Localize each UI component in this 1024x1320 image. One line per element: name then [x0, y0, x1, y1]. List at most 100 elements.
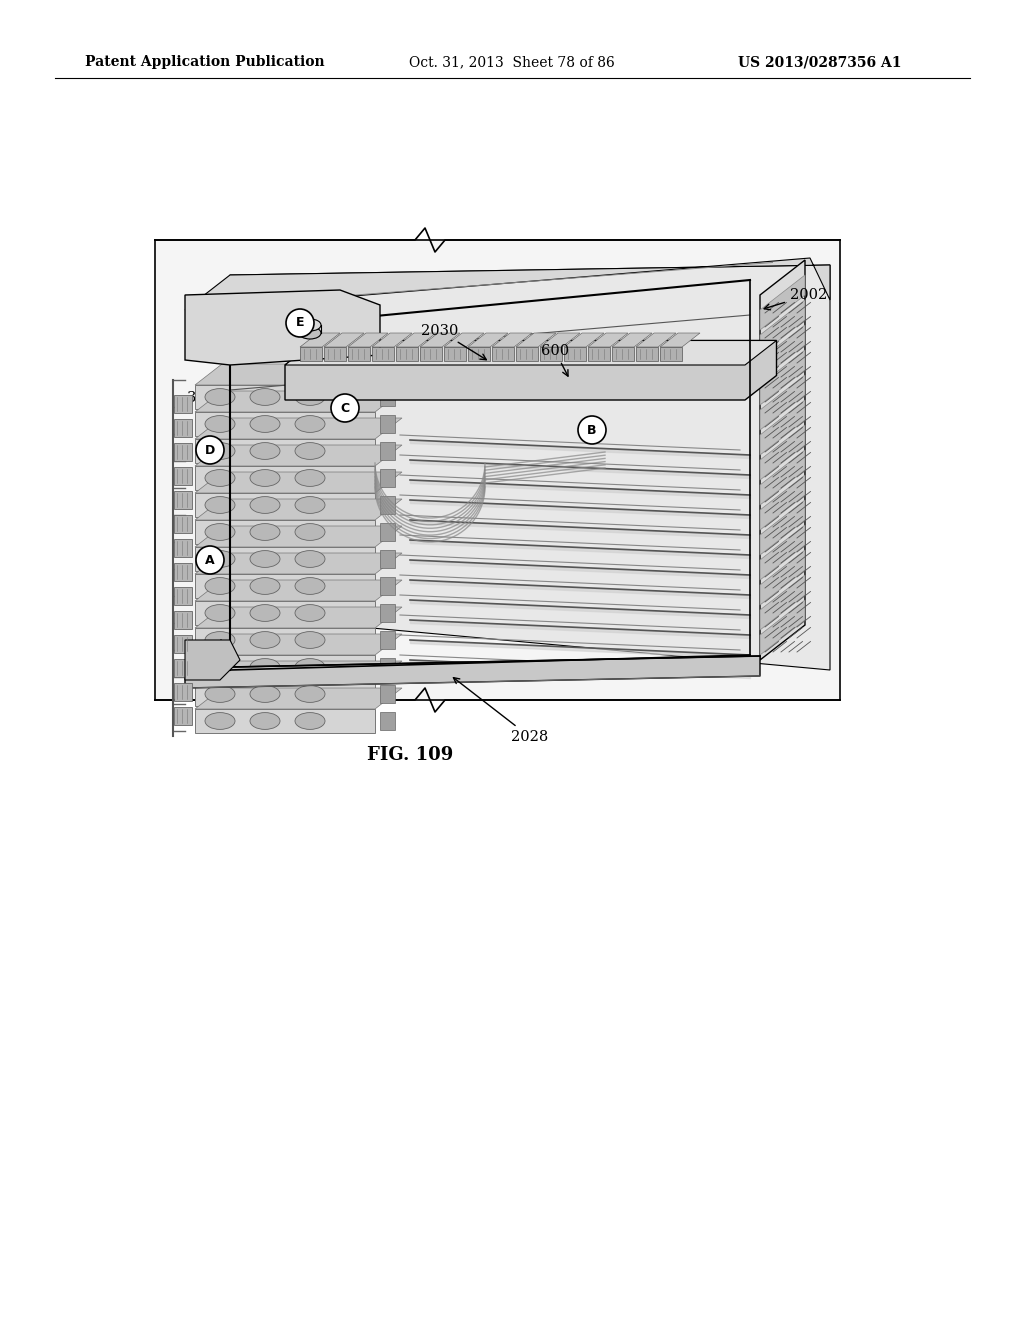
Circle shape	[578, 416, 606, 444]
Polygon shape	[380, 388, 395, 407]
Polygon shape	[760, 300, 805, 355]
Polygon shape	[195, 553, 402, 574]
Polygon shape	[444, 333, 484, 347]
Polygon shape	[300, 333, 340, 347]
Polygon shape	[660, 333, 700, 347]
Polygon shape	[174, 467, 193, 484]
Polygon shape	[195, 364, 402, 385]
Polygon shape	[380, 577, 395, 595]
Ellipse shape	[295, 631, 325, 648]
Ellipse shape	[250, 524, 280, 540]
Text: 600: 600	[541, 345, 569, 376]
Polygon shape	[468, 333, 508, 347]
Ellipse shape	[299, 319, 321, 331]
Polygon shape	[760, 475, 805, 531]
Polygon shape	[185, 290, 380, 366]
Ellipse shape	[250, 605, 280, 622]
Polygon shape	[195, 525, 402, 546]
Polygon shape	[348, 347, 370, 360]
Polygon shape	[760, 260, 805, 660]
Polygon shape	[636, 347, 658, 360]
Polygon shape	[195, 574, 375, 598]
Ellipse shape	[205, 388, 234, 405]
Polygon shape	[372, 333, 412, 347]
Ellipse shape	[205, 631, 234, 648]
Polygon shape	[174, 395, 193, 413]
Ellipse shape	[205, 578, 234, 594]
Polygon shape	[540, 333, 580, 347]
Polygon shape	[324, 333, 364, 347]
Ellipse shape	[205, 685, 234, 702]
Polygon shape	[174, 611, 193, 630]
Polygon shape	[760, 425, 805, 480]
Polygon shape	[380, 631, 395, 649]
Polygon shape	[396, 333, 436, 347]
Polygon shape	[588, 333, 628, 347]
Polygon shape	[760, 350, 805, 405]
Ellipse shape	[250, 713, 280, 730]
Polygon shape	[185, 640, 240, 680]
Polygon shape	[195, 579, 402, 601]
Polygon shape	[195, 418, 402, 440]
Ellipse shape	[295, 442, 325, 459]
Polygon shape	[195, 628, 375, 652]
Polygon shape	[174, 444, 193, 461]
Ellipse shape	[295, 659, 325, 676]
Polygon shape	[174, 564, 193, 581]
Polygon shape	[380, 414, 395, 433]
Ellipse shape	[250, 470, 280, 486]
Polygon shape	[760, 450, 805, 506]
Polygon shape	[564, 333, 604, 347]
Polygon shape	[195, 466, 375, 490]
Polygon shape	[760, 375, 805, 430]
Text: 2030: 2030	[421, 323, 486, 360]
Ellipse shape	[295, 578, 325, 594]
Polygon shape	[195, 473, 402, 492]
Circle shape	[286, 309, 314, 337]
Polygon shape	[380, 442, 395, 459]
Ellipse shape	[205, 496, 234, 513]
Circle shape	[196, 436, 224, 465]
Text: 2002: 2002	[764, 288, 827, 310]
Polygon shape	[185, 257, 830, 310]
Polygon shape	[760, 500, 805, 554]
Polygon shape	[380, 657, 395, 676]
Polygon shape	[492, 347, 514, 360]
Ellipse shape	[250, 578, 280, 594]
Text: Oct. 31, 2013  Sheet 78 of 86: Oct. 31, 2013 Sheet 78 of 86	[410, 55, 614, 69]
Ellipse shape	[250, 631, 280, 648]
Ellipse shape	[205, 442, 234, 459]
Ellipse shape	[205, 416, 234, 433]
Ellipse shape	[250, 659, 280, 676]
Polygon shape	[195, 499, 402, 520]
Polygon shape	[420, 347, 442, 360]
Ellipse shape	[205, 524, 234, 540]
Text: US 2013/0287356 A1: US 2013/0287356 A1	[738, 55, 902, 69]
Polygon shape	[380, 711, 395, 730]
Polygon shape	[516, 333, 556, 347]
Text: A: A	[205, 553, 215, 566]
Polygon shape	[195, 492, 375, 517]
Polygon shape	[760, 550, 805, 605]
Polygon shape	[195, 546, 375, 572]
Polygon shape	[468, 347, 490, 360]
Polygon shape	[300, 347, 322, 360]
Ellipse shape	[295, 416, 325, 433]
Polygon shape	[444, 347, 466, 360]
Ellipse shape	[295, 713, 325, 730]
Polygon shape	[660, 347, 682, 360]
Polygon shape	[380, 685, 395, 704]
Ellipse shape	[295, 388, 325, 405]
Polygon shape	[285, 341, 776, 366]
Polygon shape	[636, 333, 676, 347]
Ellipse shape	[250, 388, 280, 405]
Ellipse shape	[205, 550, 234, 568]
Polygon shape	[760, 601, 805, 655]
Ellipse shape	[205, 470, 234, 486]
Polygon shape	[195, 385, 375, 409]
Ellipse shape	[299, 327, 321, 339]
Polygon shape	[588, 347, 610, 360]
Polygon shape	[195, 412, 375, 436]
Polygon shape	[324, 347, 346, 360]
Ellipse shape	[250, 496, 280, 513]
